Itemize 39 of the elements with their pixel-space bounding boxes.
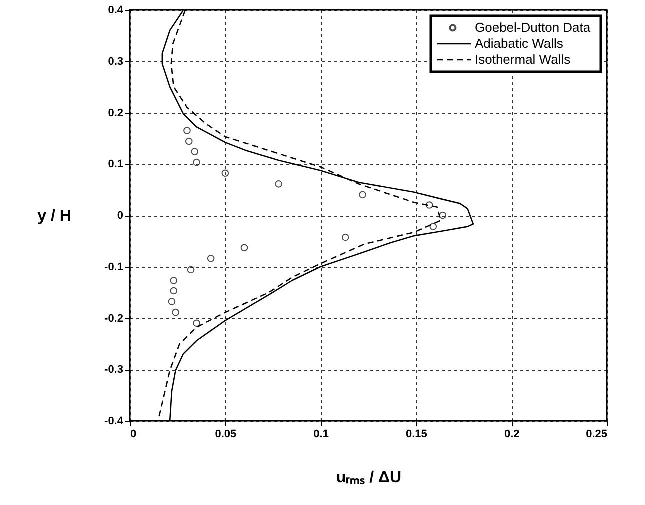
point xyxy=(172,308,180,316)
y-tick-label: 0.1 xyxy=(108,158,124,171)
y-tick-label: -0.1 xyxy=(104,261,124,274)
x-tick-label: 0 xyxy=(130,428,137,440)
point xyxy=(191,148,199,156)
y-axis-title: y / H xyxy=(38,208,72,225)
x-tick-label: 0.1 xyxy=(314,428,329,440)
legend-label: Isothermal Walls xyxy=(475,52,572,67)
y-tick-label: -0.4 xyxy=(104,416,124,428)
point xyxy=(187,266,195,274)
y-tick-label: 0.3 xyxy=(108,56,124,68)
y-tick-label: 0.2 xyxy=(108,107,124,120)
point xyxy=(275,180,282,188)
point xyxy=(439,212,447,220)
legend-label: Adiabatic Walls xyxy=(475,36,564,51)
point xyxy=(359,191,366,199)
point xyxy=(430,223,438,230)
x-tick-label: 0.25 xyxy=(586,428,608,440)
point xyxy=(193,320,200,328)
point xyxy=(170,277,178,284)
point xyxy=(222,170,230,178)
x-axis-title: uᵣₘₛ / ΔU xyxy=(336,470,402,486)
y-tick-label: 0 xyxy=(117,210,124,222)
point xyxy=(342,234,350,242)
point xyxy=(426,202,434,209)
point xyxy=(170,287,178,295)
point xyxy=(184,127,191,134)
y-tick-label: 0.4 xyxy=(108,4,124,16)
point xyxy=(185,138,193,146)
y-tick-label: -0.2 xyxy=(104,312,124,325)
point xyxy=(240,244,248,252)
x-tick-label: 0.15 xyxy=(406,428,428,440)
x-tick-label: 0.05 xyxy=(215,428,237,440)
legend-label: Goebel-Dutton Data xyxy=(475,20,592,35)
point xyxy=(207,255,215,262)
y-tick-label: -0.3 xyxy=(104,364,124,376)
point xyxy=(193,158,200,166)
point xyxy=(168,298,176,306)
x-tick-label: 0.2 xyxy=(504,428,520,440)
